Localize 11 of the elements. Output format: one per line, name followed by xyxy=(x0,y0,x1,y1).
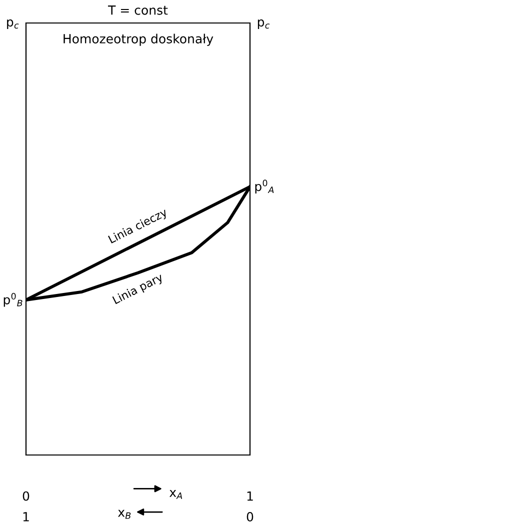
chart-title: T = const xyxy=(108,6,168,15)
x2-tick-label: 0 xyxy=(246,512,254,522)
text: p$_{c}$ xyxy=(7,19,19,30)
text: Linia pary xyxy=(112,272,165,306)
x2-tick-label: 1 xyxy=(23,512,29,522)
chart-subtitle: Homozeotrop doskonały xyxy=(64,34,214,46)
x2-axis-title: x$_{B}$ xyxy=(118,510,131,519)
annotation: p$^{0}$$_{A}$ xyxy=(255,180,274,194)
x-axis-title: x$_{A}$ xyxy=(170,490,182,499)
annotation: p$^{0}$$_{B}$ xyxy=(4,292,22,307)
text: p$_{c}$ xyxy=(258,19,270,30)
